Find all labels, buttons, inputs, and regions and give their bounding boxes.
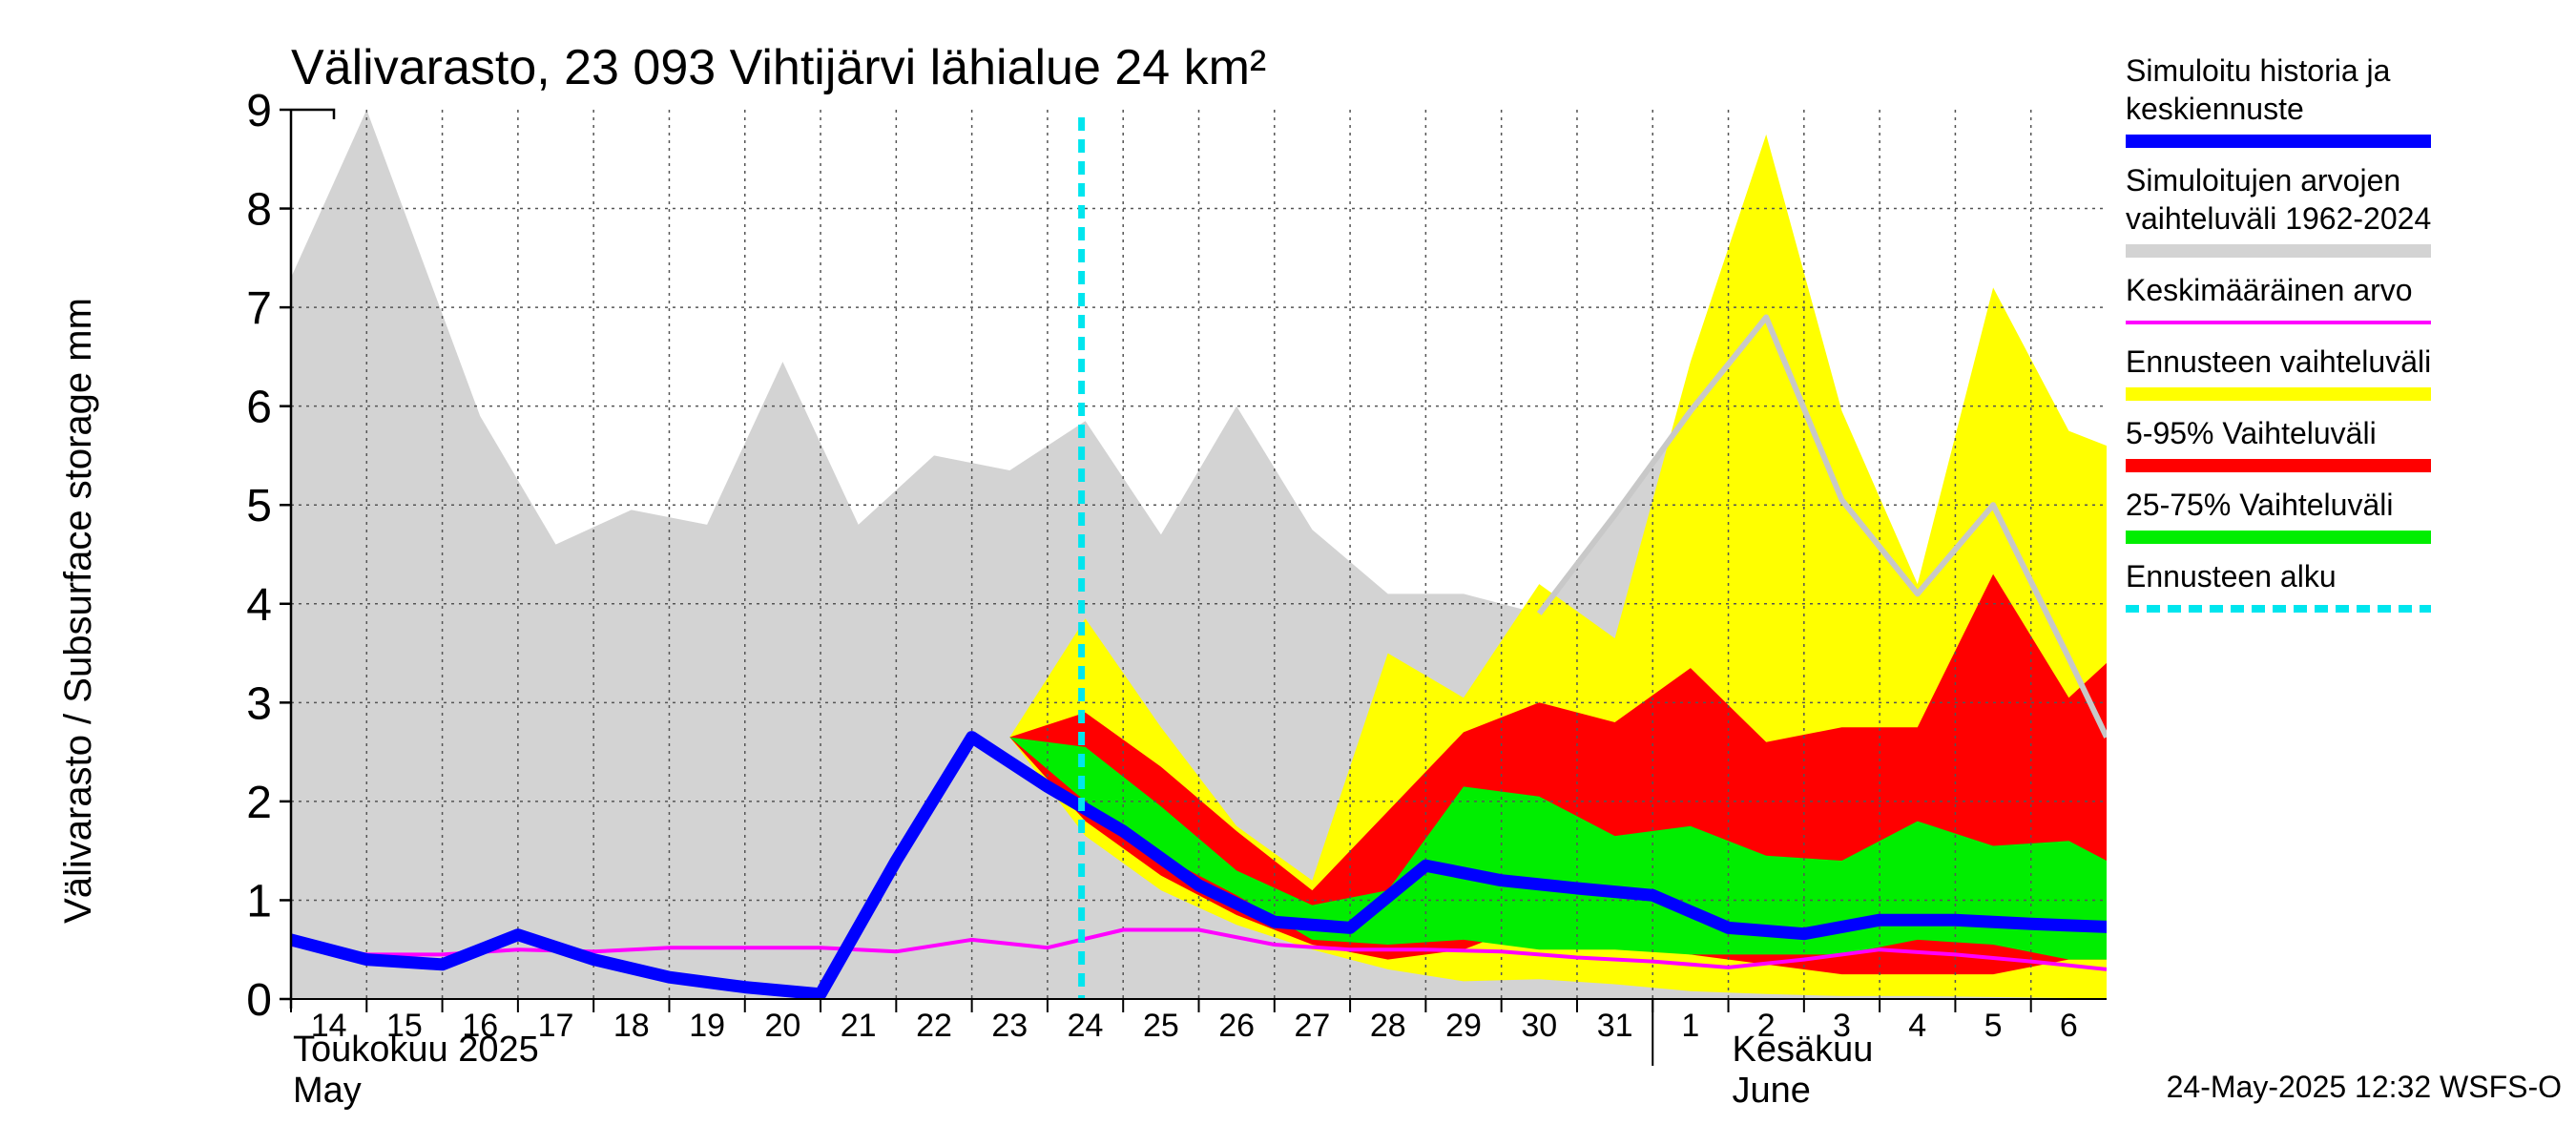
x-tick-label: 26 [1218,1008,1255,1044]
legend-label: keskiennuste [2126,92,2304,126]
x-tick-label: 2 [1757,1008,1776,1044]
y-axis-label: Välivarasto / Subsurface storage mm [57,298,99,924]
x-tick-label: 4 [1908,1008,1926,1044]
month-label-june-en: June [1733,1071,1811,1111]
y-tick-label: 0 [246,975,272,1026]
legend-label: Ennusteen vaihteluväli [2126,344,2431,379]
x-tick-label: 17 [538,1008,574,1044]
history-max-line [1536,314,2107,739]
mean-line [291,927,2107,971]
x-tick-label: 24 [1068,1008,1104,1044]
x-tick-label: 1 [1681,1008,1699,1044]
x-tick-label: 25 [1143,1008,1179,1044]
legend-label: Ennusteen alku [2126,559,2337,593]
y-tick-label: 6 [246,383,272,433]
p25-75-range-area [1009,737,2107,960]
legend-label: vaihteluväli 1962-2024 [2126,201,2431,236]
x-tick-label: 6 [2060,1008,2078,1044]
simulated-line [291,731,2107,999]
y-tick-label: 4 [246,580,272,631]
legend: Simuloitu historia ja keskiennuste Simuloi… [2126,53,2431,613]
y-tick-label: 3 [246,678,272,729]
x-tick-label: 16 [462,1008,498,1044]
x-tick-label: 30 [1521,1008,1557,1044]
x-tick-label: 18 [613,1008,650,1044]
x-tick-label: 29 [1445,1008,1482,1044]
y-tick-label: 9 [246,86,272,136]
y-tick-label: 2 [246,778,272,828]
plot-series-group [291,110,2107,999]
x-tick-label: 23 [991,1008,1028,1044]
y-tick-label: 5 [246,481,272,531]
x-tick-label: 21 [841,1008,877,1044]
y-tick-label: 8 [246,185,272,236]
legend-label: Simuloitu historia ja [2126,53,2391,88]
x-tick-label: 27 [1295,1008,1331,1044]
y-tick-label: 7 [246,283,272,334]
chart-title: Välivarasto, 23 093 Vihtijärvi lähialue … [291,40,1266,95]
x-tick-label: 5 [1984,1008,2003,1044]
legend-label: 25-75% Vaihteluväli [2126,488,2393,522]
month-label-june-fi: Kesäkuu [1733,1030,1874,1070]
month-label-may-fi: Toukokuu 2025 [293,1030,539,1070]
legend-label: Keskimääräinen arvo [2126,273,2413,307]
legend-label: Simuloitujen arvojen [2126,163,2400,198]
y-tick-label: 1 [246,876,272,926]
footer-timestamp: 24-May-2025 12:32 WSFS-O [2167,1070,2562,1104]
x-tick-label: 20 [764,1008,800,1044]
x-tick-label: 22 [916,1008,952,1044]
legend-label: 5-95% Vaihteluväli [2126,416,2377,450]
x-tick-label: 28 [1370,1008,1406,1044]
x-tick-label: 19 [689,1008,725,1044]
x-tick-label: 14 [311,1008,347,1044]
x-tick-label: 31 [1597,1008,1633,1044]
month-label-may-en: May [293,1071,362,1111]
x-tick-label: 15 [386,1008,423,1044]
y-axis-cap [291,108,336,119]
x-tick-label: 3 [1833,1008,1851,1044]
